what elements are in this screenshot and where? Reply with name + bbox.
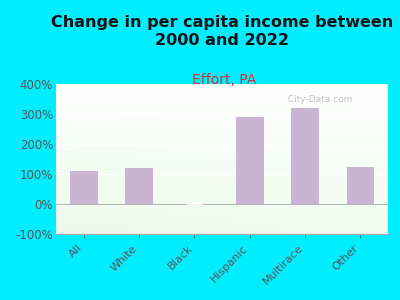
Bar	[291, 108, 319, 204]
Text: Effort, PA: Effort, PA	[192, 74, 256, 88]
Bar	[346, 167, 374, 204]
Bar	[125, 168, 153, 204]
Bar	[70, 171, 98, 204]
Title: Change in per capita income between
2000 and 2022: Change in per capita income between 2000…	[51, 14, 393, 48]
Bar	[236, 117, 264, 204]
Text: City-Data.com: City-Data.com	[282, 94, 352, 103]
